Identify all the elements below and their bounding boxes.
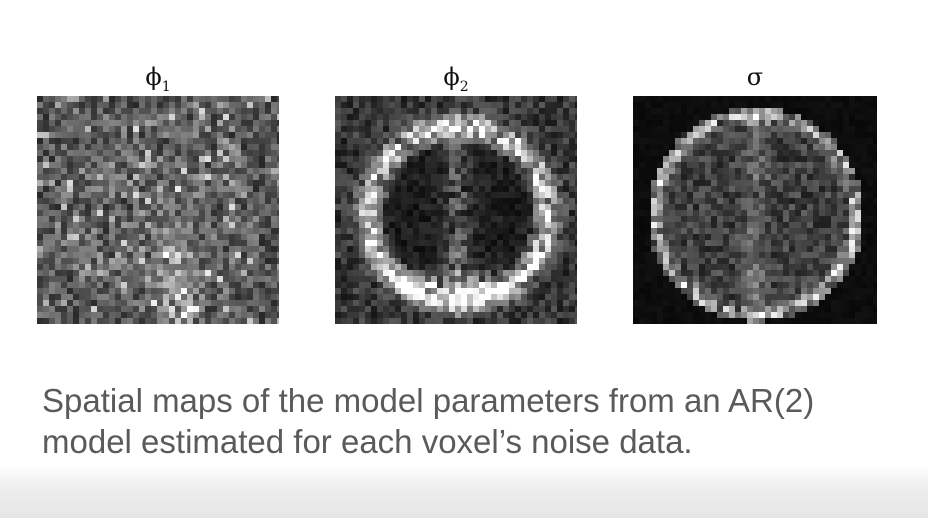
phi2-map-panel: ϕ2 (335, 63, 577, 324)
sigma-map-panel: σ (633, 63, 877, 324)
phi1-map-panel: ϕ1 (37, 63, 279, 324)
sigma-spatial-map-image (633, 96, 877, 324)
sigma-map-title: σ (746, 63, 764, 91)
phi2-spatial-map-image (335, 96, 577, 324)
caption-line-2: model estimated for each voxel’s noise d… (42, 423, 693, 460)
figure-caption: Spatial maps of the model parameters fro… (42, 380, 892, 462)
footer-band (0, 466, 928, 518)
phi1-map-title: ϕ1 (145, 63, 171, 95)
phi2-map-title: ϕ2 (443, 63, 469, 95)
phi1-spatial-map-image (37, 96, 279, 324)
caption-line-1: Spatial maps of the model parameters fro… (42, 382, 815, 419)
